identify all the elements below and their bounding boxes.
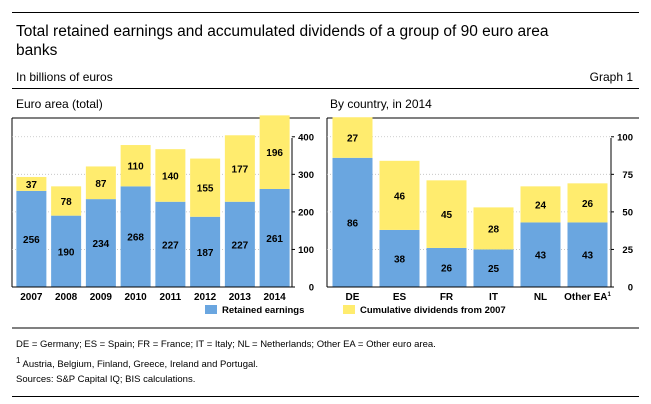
panel0-value-label: 78 bbox=[61, 197, 73, 208]
panel1-value-label: 45 bbox=[441, 210, 453, 221]
units-label: In billions of euros bbox=[16, 70, 113, 84]
panel1-bar-dividends-other-ea bbox=[567, 183, 608, 223]
panel1-bar-retained-it bbox=[473, 249, 514, 287]
panel1-y-tick-label: 50 bbox=[622, 207, 633, 218]
panel0-value-label: 177 bbox=[232, 165, 249, 176]
panel0-category-label: 2007 bbox=[20, 292, 43, 303]
legend-swatch-retained bbox=[205, 305, 217, 314]
panel1-category-label: Other EA1 bbox=[564, 292, 611, 303]
panel0-bar-retained-2014 bbox=[259, 188, 290, 287]
panel0-bar-dividends-2008 bbox=[51, 186, 82, 216]
panel0-category-label: 2009 bbox=[90, 292, 113, 303]
panel0-bar-dividends-2013 bbox=[224, 135, 255, 202]
panel1-value-label: 38 bbox=[394, 254, 406, 265]
panel0-bar-retained-2011 bbox=[155, 201, 186, 287]
legend-label-retained: Retained earnings bbox=[222, 305, 304, 316]
panel1-value-label: 43 bbox=[582, 251, 594, 262]
footnote-1-marker: 1 bbox=[16, 356, 21, 365]
footnote-1: 1 Austria, Belgium, Finland, Greece, Ire… bbox=[16, 356, 258, 370]
panel0-bar-retained-2013 bbox=[224, 201, 255, 287]
panel1-value-label: 43 bbox=[535, 251, 547, 262]
panel-right-title: By country, in 2014 bbox=[330, 97, 432, 111]
panel1-value-label: 27 bbox=[347, 134, 359, 145]
panel0-category-label: 2010 bbox=[125, 292, 148, 303]
panel0-value-label: 187 bbox=[197, 248, 214, 259]
panel1-y-tick-label: 100 bbox=[617, 132, 633, 143]
panel0-bar-dividends-2007 bbox=[16, 176, 47, 191]
bottom-rule bbox=[12, 396, 639, 397]
panel0-category-label: 2008 bbox=[55, 292, 78, 303]
footnote-sources: Sources: S&P Capital IQ; BIS calculation… bbox=[16, 374, 196, 385]
panel0-bar-retained-2012 bbox=[190, 216, 221, 287]
panel0-value-label: 227 bbox=[232, 240, 249, 251]
panel1-value-label: 26 bbox=[582, 199, 594, 210]
panel0-y-tick-label: 400 bbox=[298, 132, 314, 143]
panel1-category-label: IT bbox=[489, 292, 498, 303]
panel1-bar-retained-de bbox=[332, 157, 373, 287]
legend-swatch-dividends bbox=[343, 305, 355, 314]
panel0-y-tick-label: 100 bbox=[298, 245, 314, 256]
panel1-y-tick-label: 75 bbox=[622, 170, 633, 181]
panel0-value-label: 256 bbox=[23, 235, 40, 246]
panel0-bar-retained-2008 bbox=[51, 215, 82, 287]
panel1-bar-retained-other-ea bbox=[567, 222, 608, 287]
panel0-bar-dividends-2009 bbox=[85, 166, 116, 200]
footnote-abbreviations: DE = Germany; ES = Spain; FR = France; I… bbox=[16, 339, 436, 350]
chart-title: Total retained earnings and accumulated … bbox=[16, 23, 549, 59]
panel0-bar-retained-2009 bbox=[85, 199, 116, 287]
panel0-value-label: 110 bbox=[128, 162, 145, 173]
panel1-value-label: 28 bbox=[488, 224, 500, 235]
panel0-y-tick-label: 0 bbox=[309, 283, 314, 294]
panel0-bar-retained-2010 bbox=[120, 186, 151, 287]
panel1-bar-dividends-it bbox=[473, 207, 514, 250]
panel1-y-tick-label: 25 bbox=[622, 245, 633, 256]
panel0-value-label: 155 bbox=[197, 184, 214, 195]
panel0-bar-dividends-2012 bbox=[190, 158, 221, 217]
panel1-value-label: 46 bbox=[394, 191, 406, 202]
panel1-category-label: ES bbox=[393, 292, 407, 303]
panel-left-title: Euro area (total) bbox=[16, 97, 103, 111]
panel1-bar-retained-fr bbox=[426, 247, 467, 287]
panel1-value-label: 26 bbox=[441, 263, 453, 274]
legend-label-dividends: Cumulative dividends from 2007 bbox=[360, 305, 506, 316]
panel1-y-tick-label: 0 bbox=[628, 283, 633, 294]
panel0-y-tick-label: 300 bbox=[298, 170, 314, 181]
panel1-category-label: DE bbox=[346, 292, 360, 303]
panel1-value-label: 86 bbox=[347, 218, 359, 229]
graph-number: Graph 1 bbox=[589, 70, 633, 84]
panel0-value-label: 87 bbox=[95, 179, 107, 190]
panel1-bar-retained-nl bbox=[520, 222, 561, 287]
panel0-value-label: 268 bbox=[127, 233, 144, 244]
footnote-1-text: Austria, Belgium, Finland, Greece, Irela… bbox=[20, 359, 259, 371]
top-rule bbox=[12, 12, 639, 13]
panel0-bar-dividends-2014 bbox=[259, 115, 290, 189]
panel0-value-label: 261 bbox=[266, 234, 283, 245]
panel1-category-label: FR bbox=[440, 292, 454, 303]
panel0-value-label: 196 bbox=[266, 148, 283, 159]
panel1-value-label: 25 bbox=[488, 264, 500, 275]
panel0-category-label: 2014 bbox=[264, 292, 287, 303]
panel1-bar-dividends-de bbox=[332, 117, 373, 158]
panel0-value-label: 227 bbox=[162, 240, 179, 251]
panel0-bar-retained-2007 bbox=[16, 190, 47, 287]
panel1-bar-dividends-nl bbox=[520, 186, 561, 223]
panel0-value-label: 37 bbox=[26, 180, 38, 191]
panel0-category-label: 2012 bbox=[194, 292, 217, 303]
panel1-bar-retained-es bbox=[379, 229, 420, 287]
panel0-bar-dividends-2010 bbox=[120, 145, 151, 187]
panel0-y-tick-label: 200 bbox=[298, 207, 314, 218]
panel1-value-label: 24 bbox=[535, 200, 547, 211]
panel0-category-label: 2011 bbox=[160, 292, 182, 303]
panel0-value-label: 234 bbox=[93, 239, 110, 250]
panel0-value-label: 190 bbox=[58, 247, 75, 258]
panel1-category-label: NL bbox=[534, 292, 547, 303]
panel1-bar-dividends-fr bbox=[426, 180, 467, 248]
panel0-bar-dividends-2011 bbox=[155, 149, 186, 202]
panel1-bar-dividends-es bbox=[379, 160, 420, 230]
panel0-category-label: 2013 bbox=[229, 292, 252, 303]
panel0-value-label: 140 bbox=[162, 171, 179, 182]
header-rule bbox=[12, 88, 639, 89]
